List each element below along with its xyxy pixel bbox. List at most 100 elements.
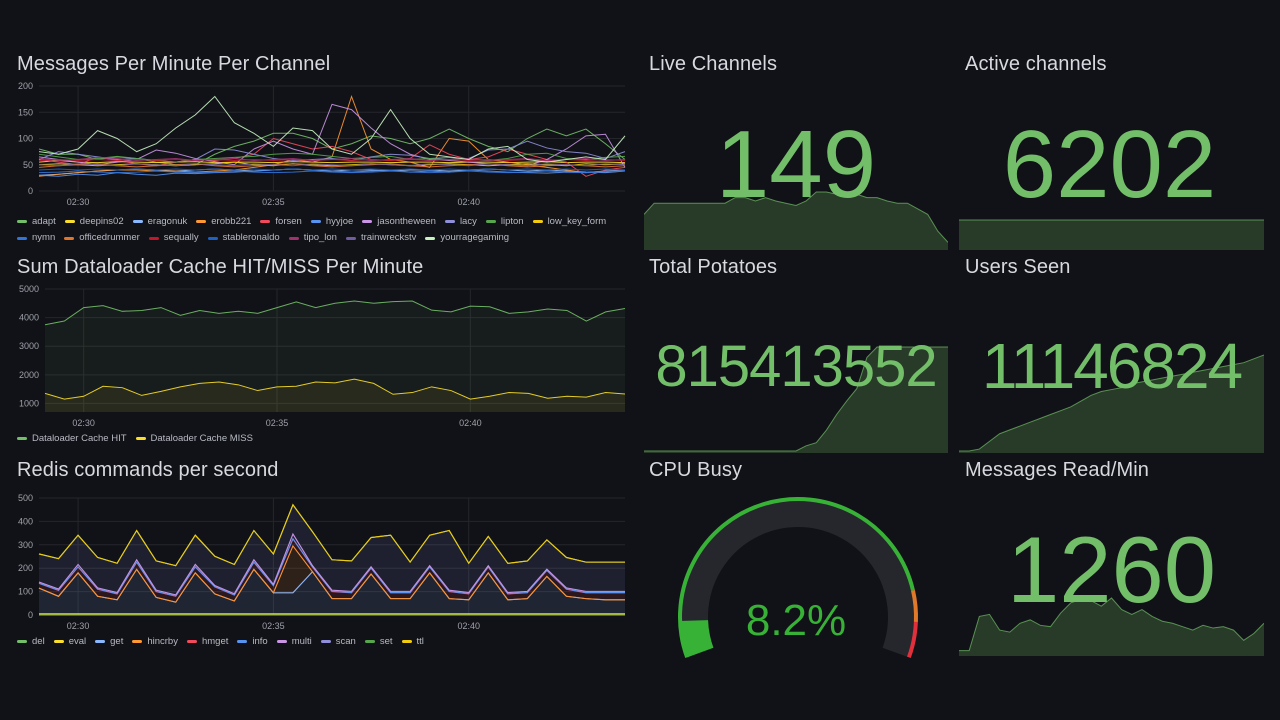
stat-value: 815413552 [655, 334, 937, 399]
series-line-officedrummer[interactable] [38, 163, 626, 168]
legend-item-hincrby[interactable]: hincrby [132, 636, 178, 647]
legend-item-lipton[interactable]: lipton [485, 214, 524, 230]
y-tick-label: 100 [18, 587, 33, 597]
panel-title[interactable]: Redis commands per second [17, 459, 279, 481]
legend-item-low_key_form[interactable]: low_key_form [532, 214, 606, 230]
gauge-threshold-green [678, 497, 915, 659]
panel-messages-per-minute: Messages Per Minute Per Channel 0 50 100 15… [17, 53, 627, 248]
legend-item-adapt[interactable]: adapt [17, 214, 56, 230]
legend-label: scan [335, 636, 356, 647]
panel-live-channels: Live Channels 149 [644, 53, 948, 250]
legend-item-yourragegaming[interactable]: yourragegaming [425, 230, 509, 246]
legend-item-ttl[interactable]: ttl [401, 636, 424, 647]
legend-item-hmget[interactable]: hmget [186, 636, 228, 647]
series-line-erobb221[interactable] [38, 94, 626, 177]
legend-item-officedrummer[interactable]: officedrummer [64, 230, 140, 246]
series-area-get [39, 569, 625, 614]
messages-legend: adapt deepins02 eragonuk erobb221 forsen hyyj… [17, 213, 627, 246]
legend-item-erobb221[interactable]: erobb221 [196, 214, 251, 230]
legend-swatch [401, 640, 412, 643]
panel-title[interactable]: Users Seen [965, 256, 1071, 278]
y-tick-label: 200 [18, 81, 33, 91]
stat-value: 149 [715, 111, 877, 218]
panel-title[interactable]: Total Potatoes [649, 256, 778, 278]
sparkline-area [959, 355, 1264, 453]
dataloader-legend: Dataloader Cache HIT Dataloader Cache MIS… [17, 432, 262, 444]
series-line-trainwreckstv[interactable] [38, 163, 626, 167]
legend-swatch [17, 220, 27, 223]
panel-title[interactable]: Sum Dataloader Cache HIT/MISS Per Minute [17, 256, 424, 278]
legend-item-nymn[interactable]: nymn [17, 230, 55, 246]
legend-label: trainwreckstv [360, 232, 417, 243]
legend-item-hyyjoe[interactable]: hyyjoe [310, 214, 354, 230]
legend-item-trainwreckstv[interactable]: trainwreckstv [345, 230, 417, 246]
users-seen-sparkline [959, 354, 1264, 453]
legend-label: hyyjoe [325, 215, 354, 227]
legend-item-forsen[interactable]: forsen [260, 214, 302, 230]
legend-item-eragonuk[interactable]: eragonuk [132, 214, 187, 230]
series-line-Dataloader Cache MISS[interactable] [44, 378, 626, 400]
legend-label: get [110, 636, 124, 647]
series-line-tipo_lon[interactable] [38, 156, 626, 162]
x-tick-label: 02:40 [457, 197, 480, 207]
legend-swatch [320, 640, 331, 643]
legend-item-get[interactable]: get [95, 636, 123, 647]
series-line-lacy[interactable] [38, 140, 626, 163]
panel-title[interactable]: Messages Read/Min [965, 459, 1150, 481]
panel-title[interactable]: Active channels [965, 53, 1107, 75]
legend-item-sequally[interactable]: sequally [148, 230, 199, 246]
legend-swatch [260, 220, 271, 223]
legend-swatch [485, 220, 496, 223]
series-line-nymn[interactable] [38, 170, 626, 174]
legend-label: lacy [459, 215, 477, 227]
series-line-deepins02[interactable] [38, 160, 626, 164]
y-tick-label: 150 [18, 107, 33, 117]
panel-redis-commands: Redis commands per second 0 100 200 300 400 5… [17, 459, 627, 654]
legend-item-del[interactable]: del [17, 636, 45, 647]
series-line-ttl[interactable] [38, 503, 625, 567]
legend-item-jasontheween[interactable]: jasontheween [362, 214, 436, 230]
legend-label: set [379, 636, 393, 647]
legend-item-scan[interactable]: scan [320, 636, 356, 647]
series-line-lipton[interactable] [38, 152, 626, 163]
legend-label: hincrby [147, 636, 178, 647]
series-line-hyyjoe[interactable] [38, 168, 626, 177]
legend-item-info[interactable]: info [237, 636, 268, 647]
legend-item-deepins02[interactable]: deepins02 [64, 214, 124, 230]
legend-swatch [17, 640, 27, 643]
legend-swatch [64, 220, 75, 223]
y-tick-label: 0 [28, 610, 33, 620]
series-line-stableronaldo[interactable] [38, 168, 626, 171]
series-line-Dataloader Cache HIT[interactable] [44, 300, 626, 326]
y-tick-label: 300 [18, 540, 33, 550]
dataloader-chart[interactable]: 1000 2000 3000 4000 5000 02:30 02:35 02:40 [17, 284, 627, 432]
panel-title[interactable]: CPU Busy [649, 459, 743, 481]
legend-swatch [364, 640, 375, 643]
series-area-scan [39, 504, 625, 595]
legend-label: yourragegaming [440, 232, 510, 243]
messages-chart[interactable]: 0 50 100 150 200 02:30 02:35 02:40 [17, 81, 627, 211]
legend-item-stableronaldo[interactable]: stableronaldo [207, 230, 280, 246]
panel-title[interactable]: Live Channels [649, 53, 778, 75]
legend-item-Dataloader Cache MISS[interactable]: Dataloader Cache MISS [135, 433, 253, 444]
legend-item-lacy[interactable]: lacy [444, 214, 477, 230]
legend-item-set[interactable]: set [364, 636, 393, 647]
series-line-hincrby[interactable] [38, 544, 625, 603]
series-line-info[interactable] [38, 537, 625, 597]
legend-item-Dataloader Cache HIT[interactable]: Dataloader Cache HIT [17, 433, 127, 444]
series-area-Dataloader Cache HIT [45, 301, 625, 412]
panel-title[interactable]: Messages Per Minute Per Channel [17, 53, 331, 75]
panel-total-potatoes: Total Potatoes 815413552 [644, 256, 948, 453]
legend-swatch [444, 220, 455, 223]
legend-item-tipo_lon[interactable]: tipo_lon [288, 230, 337, 246]
series-line-yourragegaming[interactable] [38, 95, 626, 163]
legend-item-multi[interactable]: multi [276, 636, 312, 647]
sparkline-line [644, 191, 948, 243]
series-line-multi[interactable] [38, 532, 625, 596]
legend-label: info [252, 636, 268, 647]
y-tick-label: 0 [28, 186, 33, 196]
x-tick-label: 02:40 [457, 621, 480, 631]
legend-swatch [64, 236, 75, 240]
redis-chart[interactable]: 0 100 200 300 400 500 02:30 02:35 02:40 [17, 493, 627, 635]
legend-item-eval[interactable]: eval [53, 636, 86, 647]
